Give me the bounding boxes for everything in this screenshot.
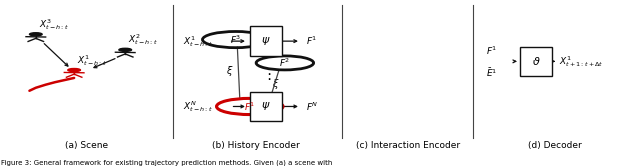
Text: (b) History Encoder: (b) History Encoder (212, 141, 300, 150)
Text: $X^1_{t-h:t}$: $X^1_{t-h:t}$ (77, 53, 108, 68)
Text: Figure 3: General framework for existing trajectory prediction methods. Given (a: Figure 3: General framework for existing… (1, 159, 332, 166)
Text: (a) Scene: (a) Scene (65, 141, 108, 150)
Text: $X^3_{t-h:t}$: $X^3_{t-h:t}$ (39, 17, 69, 32)
Text: $\vdots$: $\vdots$ (260, 66, 271, 82)
Text: $\psi$: $\psi$ (261, 35, 271, 47)
Circle shape (29, 33, 42, 36)
Circle shape (68, 69, 81, 72)
Text: $F^1$: $F^1$ (306, 35, 317, 47)
FancyBboxPatch shape (250, 92, 282, 121)
Circle shape (119, 48, 132, 51)
Text: $F^N$: $F^N$ (306, 100, 319, 113)
FancyBboxPatch shape (250, 26, 282, 56)
Text: (c) Interaction Encoder: (c) Interaction Encoder (356, 141, 460, 150)
Text: $\vartheta$: $\vartheta$ (532, 55, 540, 67)
Text: $X^1_{t-h:t}$: $X^1_{t-h:t}$ (182, 34, 212, 49)
Text: $F^1$: $F^1$ (244, 100, 255, 113)
Text: $\psi$: $\psi$ (261, 100, 271, 113)
Text: $F^1$: $F^1$ (486, 44, 497, 57)
FancyBboxPatch shape (520, 47, 552, 76)
Text: $\xi$: $\xi$ (225, 64, 233, 79)
Text: $F^2$: $F^2$ (279, 57, 291, 69)
Text: $X^N_{t-h:t}$: $X^N_{t-h:t}$ (182, 99, 212, 114)
Text: (d) Decoder: (d) Decoder (528, 141, 582, 150)
Text: $F^3$: $F^3$ (230, 33, 241, 46)
Text: $X^1_{t+1:t+\Delta t}$: $X^1_{t+1:t+\Delta t}$ (559, 54, 604, 69)
Text: $\xi$: $\xi$ (271, 77, 279, 91)
Text: $\bar{E}^1$: $\bar{E}^1$ (486, 66, 497, 79)
Text: $X^2_{t-h:t}$: $X^2_{t-h:t}$ (129, 33, 159, 47)
